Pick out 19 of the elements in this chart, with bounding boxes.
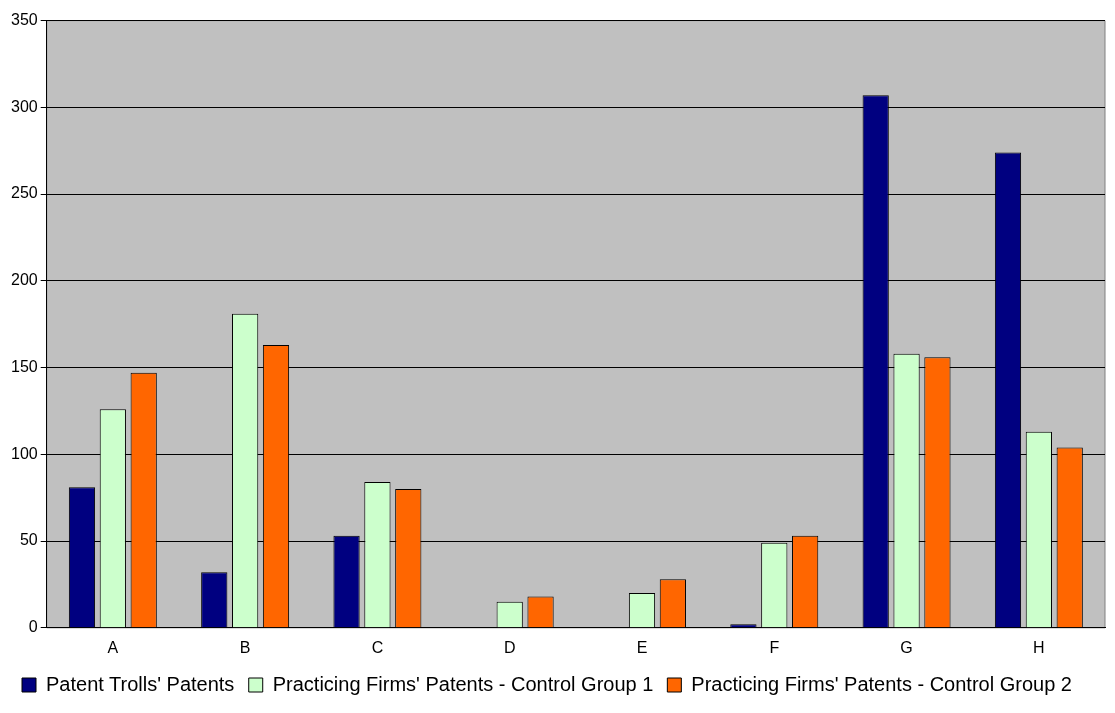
y-tick-label: 250	[10, 184, 38, 202]
x-tick-label: C	[371, 638, 384, 656]
legend-label: Practicing Firms' Patents - Control Group 1	[272, 672, 654, 695]
x-tick-label: E	[636, 638, 648, 656]
legend-label: Practicing Firms' Patents - Control Group 2	[691, 672, 1072, 695]
x-tick-label: A	[107, 638, 119, 656]
y-tick-label: 200	[10, 271, 38, 289]
x-tick-label: G	[900, 638, 913, 656]
y-tick-label: 50	[19, 531, 38, 549]
x-tick-label: H	[1033, 638, 1045, 656]
legend-label: Patent Trolls' Patents	[46, 672, 235, 695]
y-tick-label: 300	[10, 97, 38, 115]
x-tick-label: D	[503, 638, 516, 656]
y-tick-label: 0	[28, 618, 38, 636]
y-tick-label: 100	[10, 444, 38, 462]
y-tick-label: 150	[10, 357, 38, 375]
y-tick-label: 350	[10, 11, 38, 29]
x-tick-label: F	[769, 638, 780, 656]
x-tick-label: B	[239, 638, 251, 656]
